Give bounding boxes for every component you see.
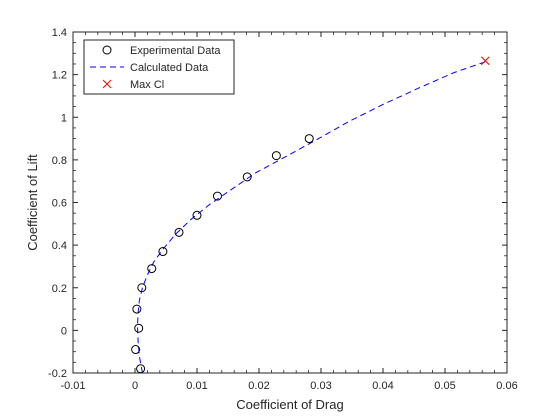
legend-experimental-label: Experimental Data (130, 45, 221, 57)
y-tick-label: 0.8 (52, 155, 67, 167)
calculated-data-line (136, 61, 486, 374)
experimental-data-point (158, 247, 168, 257)
legend-calculated-label: Calculated Data (130, 62, 209, 74)
y-axis-label: Coefficient of Lift (25, 154, 40, 251)
y-tick-label: 0.2 (52, 283, 67, 295)
y-tick-label: 0 (61, 325, 67, 337)
legend-max-cl-marker (102, 79, 112, 89)
x-tick-label: 0.05 (434, 380, 455, 392)
x-axis-label: Coefficient of Drag (236, 397, 343, 412)
experimental-data-point (132, 304, 142, 314)
experimental-data-point (242, 172, 252, 182)
experimental-data-point (131, 345, 141, 355)
plot-area: -0.01 0 0.01 0.02 0.03 0.04 0.05 0.06 -0.2 0 0.2 0.… (25, 27, 518, 412)
y-tick-label: 1.2 (52, 70, 67, 82)
x-tick-label: 0.02 (248, 380, 269, 392)
legend-experimental-marker (102, 45, 112, 55)
experimental-data-point (137, 283, 147, 293)
max-cl-marker (480, 56, 490, 66)
experimental-data-point (136, 364, 146, 374)
experimental-data-point (134, 323, 144, 333)
experimental-data-point (212, 191, 222, 201)
experimental-data-point (147, 264, 157, 274)
y-tick-label: -0.2 (48, 368, 67, 380)
experimental-data-point (174, 227, 184, 237)
legend-max-cl-label: Max Cl (130, 79, 164, 91)
x-tick-label: -0.01 (60, 380, 85, 392)
x-tick-label: 0.04 (372, 380, 393, 392)
experimental-data-point (192, 210, 202, 220)
x-tick-label: 0 (132, 380, 138, 392)
x-tick-label: 0.06 (496, 380, 517, 392)
experimental-data-point (304, 134, 314, 144)
x-tick-label: 0.03 (310, 380, 331, 392)
legend-box (83, 39, 235, 95)
y-tick-label: 1.4 (52, 27, 67, 39)
y-tick-label: 0.6 (52, 198, 67, 210)
y-tick-label: 1 (61, 112, 67, 124)
x-tick-label: 0.01 (186, 380, 207, 392)
y-tick-label: 0.4 (52, 240, 67, 252)
experimental-data-point (271, 151, 281, 161)
